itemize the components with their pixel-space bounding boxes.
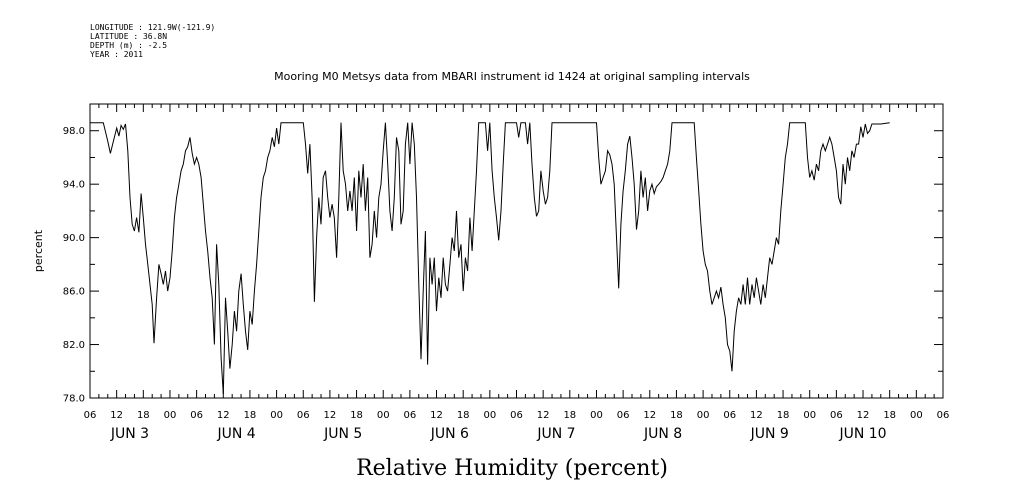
x-tick-label: 00 xyxy=(483,410,496,421)
x-tick-label: 00 xyxy=(910,410,923,421)
x-axis: 06 12 18 00 06 12 18 00 06 12 18 00 06 12 18 00 06 12 18 00… xyxy=(84,104,950,421)
meta-longitude: LONGITUDE : 121.9W(-121.9) xyxy=(90,23,215,32)
x-tick-label: 12 xyxy=(430,410,443,421)
y-tick-label: 94.0 xyxy=(63,180,85,191)
x-tick-label: 12 xyxy=(857,410,870,421)
y-axis: 78.0 82.0 86.0 90.0 94.0 98.0 xyxy=(63,103,943,405)
day-label: JUN 8 xyxy=(643,426,682,442)
x-tick-label: 18 xyxy=(137,410,150,421)
x-tick-label: 12 xyxy=(643,410,656,421)
y-tick-label: 82.0 xyxy=(63,340,85,351)
x-tick-label: 18 xyxy=(457,410,470,421)
x-tick-label: 06 xyxy=(510,410,523,421)
x-tick-label: 06 xyxy=(190,410,203,421)
x-tick-label: 06 xyxy=(830,410,843,421)
y-tick-label: 98.0 xyxy=(63,126,85,137)
meta-year: YEAR : 2011 xyxy=(90,50,143,59)
x-tick-label: 12 xyxy=(324,410,337,421)
x-tick-label: 06 xyxy=(617,410,630,421)
x-tick-label: 00 xyxy=(697,410,710,421)
x-tick-label: 18 xyxy=(883,410,896,421)
meta-depth: DEPTH (m) : -2.5 xyxy=(90,41,167,50)
plot-frame xyxy=(89,103,944,399)
day-label: JUN 7 xyxy=(536,426,575,442)
x-tick-label: 00 xyxy=(590,410,603,421)
x-tick-label: 18 xyxy=(350,410,363,421)
x-tick-label: 00 xyxy=(270,410,283,421)
x-tick-label: 12 xyxy=(217,410,230,421)
day-label: JUN 3 xyxy=(110,426,149,442)
x-tick-label: 12 xyxy=(537,410,550,421)
y-tick-label: 86.0 xyxy=(63,287,85,298)
metadata-block: LONGITUDE : 121.9W(-121.9) LATITUDE : 36… xyxy=(90,23,215,59)
x-axis-label: Relative Humidity (percent) xyxy=(356,456,668,481)
x-tick-label: 18 xyxy=(563,410,576,421)
y-axis-label: percent xyxy=(32,229,45,272)
x-tick-label: 12 xyxy=(750,410,763,421)
day-label: JUN 5 xyxy=(323,426,362,442)
day-labels: JUN 3 JUN 4 JUN 5 JUN 6 JUN 7 JUN 8 JUN 9 JUN 1… xyxy=(110,426,887,442)
x-tick-label: 18 xyxy=(670,410,683,421)
y-tick-label: 90.0 xyxy=(63,233,85,244)
x-tick-label: 18 xyxy=(777,410,790,421)
x-tick-label: 06 xyxy=(937,410,950,421)
x-tick-label: 06 xyxy=(84,410,97,421)
humidity-series-line xyxy=(90,122,890,395)
series-group xyxy=(90,122,890,395)
x-tick-label: 06 xyxy=(723,410,736,421)
x-tick-label: 06 xyxy=(297,410,310,421)
meta-latitude: LATITUDE : 36.8N xyxy=(90,32,167,41)
x-tick-label: 18 xyxy=(244,410,257,421)
y-tick-label: 78.0 xyxy=(63,394,85,405)
x-tick-label: 00 xyxy=(164,410,177,421)
day-label: JUN 10 xyxy=(838,426,886,442)
day-label: JUN 4 xyxy=(217,426,256,442)
x-tick-label: 12 xyxy=(110,410,123,421)
x-tick-label: 00 xyxy=(803,410,816,421)
x-tick-label: 06 xyxy=(404,410,417,421)
x-tick-label: 00 xyxy=(377,410,390,421)
day-label: JUN 6 xyxy=(430,426,469,442)
chart-title: Mooring M0 Metsys data from MBARI instru… xyxy=(274,70,750,83)
day-label: JUN 9 xyxy=(750,426,789,442)
